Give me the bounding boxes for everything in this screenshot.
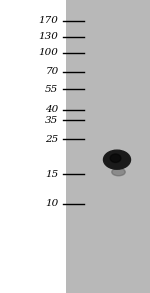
Text: 170: 170 bbox=[39, 16, 58, 25]
Text: 35: 35 bbox=[45, 116, 58, 125]
Text: 70: 70 bbox=[45, 67, 58, 76]
Text: 100: 100 bbox=[39, 48, 58, 57]
Text: 40: 40 bbox=[45, 105, 58, 114]
Ellipse shape bbox=[112, 168, 125, 176]
Text: 15: 15 bbox=[45, 170, 58, 179]
Text: 25: 25 bbox=[45, 135, 58, 144]
Ellipse shape bbox=[103, 150, 130, 169]
Ellipse shape bbox=[110, 154, 121, 163]
Text: 55: 55 bbox=[45, 85, 58, 94]
Bar bbox=[66, 0, 150, 293]
Text: 130: 130 bbox=[39, 32, 58, 41]
Text: 10: 10 bbox=[45, 199, 58, 208]
Bar bbox=[0, 0, 66, 293]
